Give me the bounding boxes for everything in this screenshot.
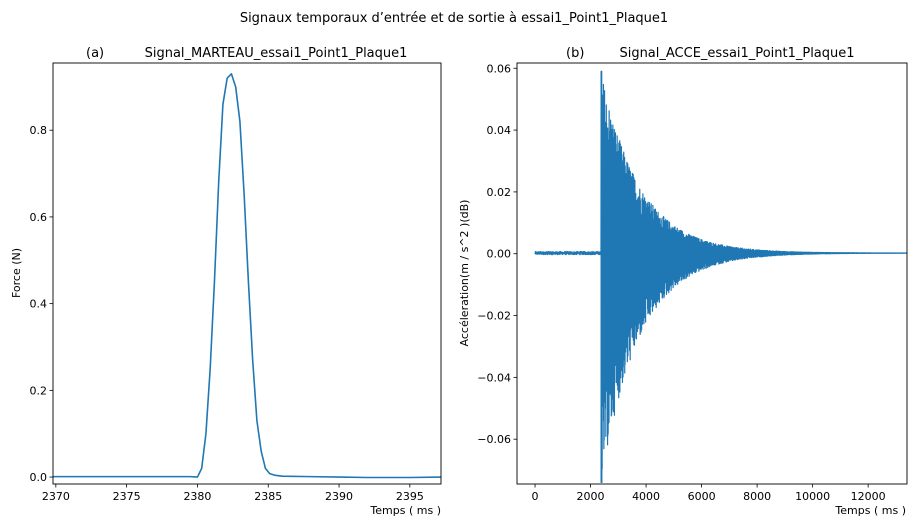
x-tick-label: 10000 xyxy=(795,490,830,503)
x-tick-label: 8000 xyxy=(743,490,771,503)
x-tick-label: 2375 xyxy=(113,490,141,503)
x-tick-label: 2390 xyxy=(325,490,353,503)
panel-a-y-ticks: 0.0 0.2 0.4 0.6 0.8 xyxy=(30,124,53,484)
x-tick-label: 2380 xyxy=(183,490,211,503)
panel-b-x-ticks: 0 2000 4000 6000 8000 10000 12000 xyxy=(532,484,886,503)
panel-a-title: Signal_MARTEAU_essai1_Point1_Plaque1 xyxy=(145,46,408,61)
panel-b-frame xyxy=(516,62,908,485)
x-tick-label: 2395 xyxy=(396,490,424,503)
figure-suptitle: Signaux temporaux d’entrée et de sortie … xyxy=(240,11,668,26)
y-tick-label: 0.4 xyxy=(30,298,48,311)
y-tick-label: 0.6 xyxy=(30,211,48,224)
y-tick-label: −0.04 xyxy=(477,371,511,384)
panel-b-y-ticks: −0.06 −0.04 −0.02 0.00 0.02 0.04 0.06 xyxy=(477,62,517,446)
y-tick-label: 0.0 xyxy=(30,471,48,484)
panel-a-ylabel: Force (N) xyxy=(10,248,23,298)
panel-a-label: (a) xyxy=(86,46,104,61)
panel-b-ylabel: Accéleration(m / s^2 )(dB) xyxy=(458,200,471,347)
x-tick-label: 2000 xyxy=(577,490,605,503)
y-tick-label: 0.8 xyxy=(30,124,48,137)
panel-b-title: Signal_ACCE_essai1_Point1_Plaque1 xyxy=(619,46,854,61)
y-tick-label: −0.06 xyxy=(477,433,511,446)
y-tick-label: 0.2 xyxy=(30,384,48,397)
panel-a-xlabel: Temps ( ms ) xyxy=(369,504,441,517)
x-tick-label: 12000 xyxy=(851,490,886,503)
y-tick-label: 0.02 xyxy=(487,186,512,199)
x-tick-label: 4000 xyxy=(632,490,660,503)
y-tick-label: 0.00 xyxy=(487,248,512,261)
panel-a-frame xyxy=(52,62,442,485)
x-tick-label: 2385 xyxy=(254,490,282,503)
panel-b-label: (b) xyxy=(566,46,584,61)
panel-a-force-chart: (a) Signal_MARTEAU_essai1_Point1_Plaque1… xyxy=(10,46,442,517)
x-tick-label: 6000 xyxy=(688,490,716,503)
y-tick-label: 0.06 xyxy=(487,62,512,75)
panel-a-plot-area xyxy=(53,73,442,479)
x-tick-label: 2370 xyxy=(42,490,70,503)
force-series-line xyxy=(53,73,442,479)
panel-b-plot-area xyxy=(534,70,908,484)
acceleration-series-line xyxy=(534,70,908,484)
x-tick-label: 0 xyxy=(532,490,539,503)
y-tick-label: −0.02 xyxy=(477,310,511,323)
panel-a-x-ticks: 2370 2375 2380 2385 2390 2395 xyxy=(42,484,424,503)
panel-b-xlabel: Temps ( ms ) xyxy=(834,504,906,517)
y-tick-label: 0.04 xyxy=(487,124,512,137)
panel-b-acceleration-chart: (b) Signal_ACCE_essai1_Point1_Plaque1 0 2… xyxy=(458,46,908,517)
